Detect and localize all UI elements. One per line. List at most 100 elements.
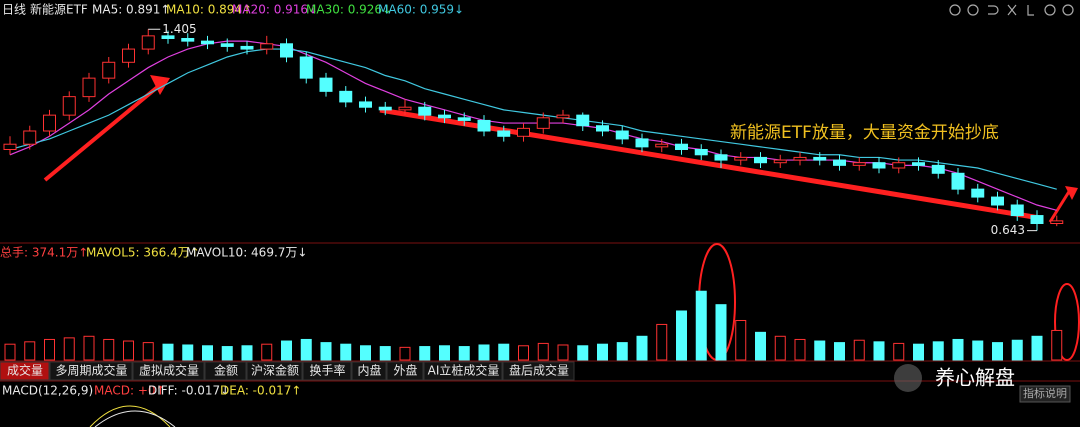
security-name: 新能源ETF: [30, 2, 88, 17]
volume-bar: [142, 342, 154, 361]
candle-body: [536, 117, 550, 129]
tab[interactable]: 虚拟成交量: [139, 363, 199, 378]
volume-bar: [221, 346, 233, 361]
highlight-ellipse: [1054, 283, 1080, 361]
ma-label: MA60: 0.959↓: [378, 3, 464, 17]
tab-box[interactable]: [302, 361, 352, 381]
candle-body: [971, 188, 985, 198]
indicator-help[interactable]: 指标说明: [1023, 386, 1067, 400]
volume-bar: [834, 342, 845, 361]
tab[interactable]: 内盘: [357, 363, 381, 378]
volume-label: 总手: 374.1万↑: [0, 246, 88, 260]
volume-bar: [103, 338, 115, 361]
low-label: 0.643: [991, 223, 1025, 237]
volume-bar: [123, 340, 134, 361]
candle-body: [675, 143, 688, 150]
volume-bar: [458, 346, 470, 361]
tab-box[interactable]: [351, 361, 387, 381]
candle-body: [892, 162, 906, 169]
trend-arrow: [1048, 189, 1072, 223]
volume-bar: [478, 344, 490, 361]
candle-body: [951, 172, 965, 190]
tab-box[interactable]: [0, 361, 50, 381]
volume-bar: [320, 342, 332, 361]
tab[interactable]: 金额: [214, 363, 238, 378]
volume-bar: [281, 340, 292, 361]
tab-box[interactable]: [246, 361, 303, 381]
candle-body: [201, 40, 214, 45]
tab-box[interactable]: [204, 361, 247, 381]
tab[interactable]: 多周期成交量: [55, 363, 127, 378]
candle-body: [161, 35, 175, 40]
ma-label: MA5: 0.891↑: [92, 3, 170, 17]
tab[interactable]: AI立桩成交量: [428, 363, 500, 378]
volume-bar: [853, 339, 865, 361]
toolbar-icons[interactable]: [949, 4, 1074, 16]
volume-bar: [577, 345, 589, 361]
volume-bar: [952, 338, 964, 361]
tab[interactable]: 沪深金额: [251, 363, 299, 378]
candle-body: [872, 162, 886, 169]
volume-bar: [399, 346, 411, 361]
tab[interactable]: 外盘: [393, 363, 417, 378]
watermark: 养心解盘: [935, 366, 1015, 390]
candle-body: [43, 114, 56, 132]
candle-body: [734, 156, 748, 161]
tab[interactable]: 换手率: [309, 363, 345, 378]
volume-bar: [597, 343, 608, 361]
volume-bar: [63, 337, 75, 361]
ma-label: MA20: 0.916↓: [232, 3, 318, 17]
volume-bar: [537, 342, 549, 361]
arrow-head: [150, 75, 170, 95]
volume-bar: [873, 341, 885, 361]
candle-body: [517, 127, 530, 137]
candle-body: [260, 43, 274, 50]
candle-body: [240, 45, 254, 50]
volume-bar: [676, 310, 687, 361]
candle-body: [852, 162, 866, 166]
candle-body: [378, 106, 392, 111]
candle-body: [477, 119, 491, 132]
candle-body: [991, 196, 1004, 206]
tab-box[interactable]: [502, 361, 575, 381]
candle-body: [339, 90, 353, 103]
volume-bar: [261, 343, 273, 361]
candle-body: [280, 43, 293, 58]
tab-box[interactable]: [423, 361, 503, 381]
tab-box[interactable]: [386, 361, 424, 381]
candle-body: [122, 48, 135, 63]
volume-bar: [616, 342, 628, 361]
volume-bar: [44, 338, 55, 361]
volume-bar: [518, 345, 529, 361]
volume-bar: [419, 346, 431, 361]
volume-bar: [241, 345, 253, 361]
candle-body: [1050, 220, 1064, 225]
volume-bar: [360, 345, 371, 361]
macd-label: MACD: +0↑: [94, 384, 166, 398]
tab[interactable]: 成交量: [7, 363, 43, 378]
volume-bar: [439, 345, 450, 361]
candle-body: [181, 38, 195, 42]
candle-body: [359, 101, 372, 108]
candle-body: [398, 106, 412, 111]
volume-bar: [83, 335, 95, 361]
annotation: 新能源ETF放量，大量资金开始抄底: [730, 123, 999, 143]
candle-body: [655, 143, 669, 148]
tab-box[interactable]: [49, 361, 133, 381]
volume-bar: [340, 343, 352, 361]
candle-body: [596, 125, 609, 132]
volume-bar: [1011, 339, 1023, 361]
volume-bar: [182, 344, 194, 361]
button-box[interactable]: [1019, 385, 1071, 403]
tab[interactable]: 盘后成交量: [509, 363, 569, 378]
volume-bar: [814, 340, 826, 361]
volume-label: MAVOL10: 469.7万↓: [186, 246, 307, 260]
tab-box[interactable]: [132, 361, 205, 381]
volume-bar: [4, 343, 16, 361]
volume-bar: [379, 346, 391, 361]
candle-body: [576, 114, 590, 127]
volume-bar: [774, 335, 786, 361]
volume-bar: [24, 341, 36, 361]
